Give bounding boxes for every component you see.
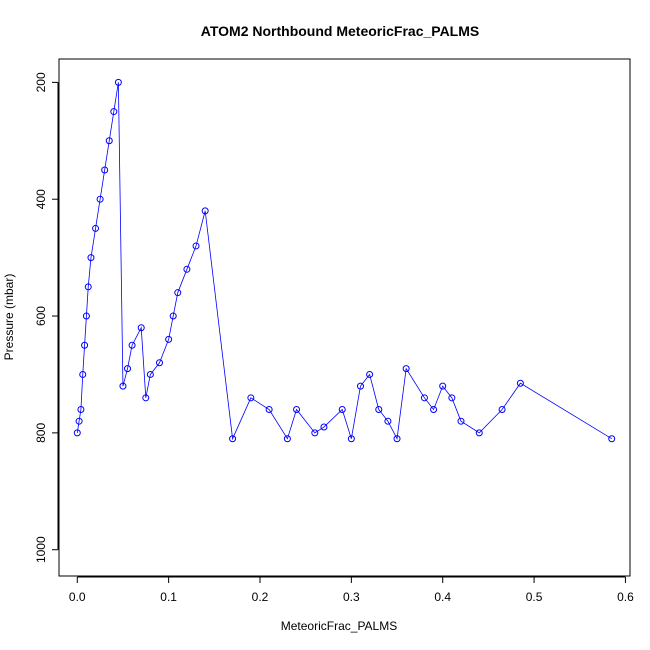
data-point bbox=[183, 265, 191, 273]
plot-frame bbox=[58, 58, 631, 577]
data-point bbox=[155, 359, 163, 367]
data-point bbox=[229, 435, 237, 443]
y-axis: 200 400 600 800 1000 bbox=[34, 72, 59, 563]
data-point bbox=[293, 406, 301, 414]
data-point bbox=[174, 289, 182, 297]
data-point bbox=[608, 435, 616, 443]
x-tick-label: 0.5 bbox=[526, 590, 543, 604]
data-point bbox=[110, 108, 118, 116]
data-point bbox=[338, 406, 346, 414]
data-point bbox=[311, 429, 319, 437]
data-point bbox=[105, 137, 113, 145]
data-point bbox=[169, 312, 177, 320]
x-tick-label: 0.4 bbox=[434, 590, 451, 604]
series-line bbox=[76, 82, 612, 441]
data-point bbox=[375, 406, 383, 414]
data-point bbox=[96, 195, 104, 203]
y-tick-label: 1000 bbox=[34, 536, 48, 563]
y-axis-label: Pressure (mbar) bbox=[2, 274, 16, 361]
x-tick-label: 0.3 bbox=[343, 590, 360, 604]
data-point bbox=[430, 406, 438, 414]
data-point bbox=[137, 324, 145, 332]
data-point bbox=[356, 382, 364, 390]
plot-area bbox=[73, 78, 616, 443]
y-tick-label: 600 bbox=[34, 306, 48, 326]
data-point bbox=[247, 394, 255, 402]
data-point bbox=[201, 207, 209, 215]
x-tick-label: 0.1 bbox=[160, 590, 177, 604]
data-point bbox=[265, 406, 273, 414]
data-point bbox=[124, 365, 132, 373]
data-point bbox=[366, 370, 374, 378]
x-axis-label: MeteoricFrac_PALMS bbox=[281, 619, 397, 633]
x-tick-label: 0.2 bbox=[252, 590, 269, 604]
data-point bbox=[165, 335, 173, 343]
data-point bbox=[114, 78, 122, 86]
data-point bbox=[77, 406, 85, 414]
data-point bbox=[439, 382, 447, 390]
data-point bbox=[92, 224, 100, 232]
data-point bbox=[393, 435, 401, 443]
data-point bbox=[192, 242, 200, 250]
data-point bbox=[75, 417, 83, 425]
x-tick-label: 0.0 bbox=[69, 590, 86, 604]
data-point bbox=[384, 417, 392, 425]
data-point bbox=[283, 435, 291, 443]
data-point bbox=[347, 435, 355, 443]
data-point bbox=[402, 365, 410, 373]
data-point bbox=[448, 394, 456, 402]
data-point bbox=[146, 370, 154, 378]
y-tick-label: 200 bbox=[34, 72, 48, 92]
data-point bbox=[516, 379, 524, 387]
data-point bbox=[475, 429, 483, 437]
data-point bbox=[81, 341, 89, 349]
chart-title: ATOM2 Northbound MeteoricFrac_PALMS bbox=[201, 23, 479, 39]
data-point bbox=[420, 394, 428, 402]
y-tick-label: 400 bbox=[34, 189, 48, 209]
data-point bbox=[84, 283, 92, 291]
x-axis: 0.0 0.1 0.2 0.3 0.4 0.5 0.6 bbox=[69, 576, 634, 604]
data-point bbox=[82, 312, 90, 320]
y-tick-label: 800 bbox=[34, 423, 48, 443]
data-point bbox=[128, 341, 136, 349]
data-point bbox=[457, 417, 465, 425]
x-tick-label: 0.6 bbox=[617, 590, 634, 604]
data-point bbox=[73, 429, 81, 437]
data-point bbox=[87, 254, 95, 262]
data-point bbox=[320, 423, 328, 431]
data-point bbox=[142, 394, 150, 402]
data-point bbox=[119, 382, 127, 390]
data-point bbox=[101, 166, 109, 174]
data-point bbox=[79, 370, 87, 378]
data-point bbox=[498, 406, 506, 414]
